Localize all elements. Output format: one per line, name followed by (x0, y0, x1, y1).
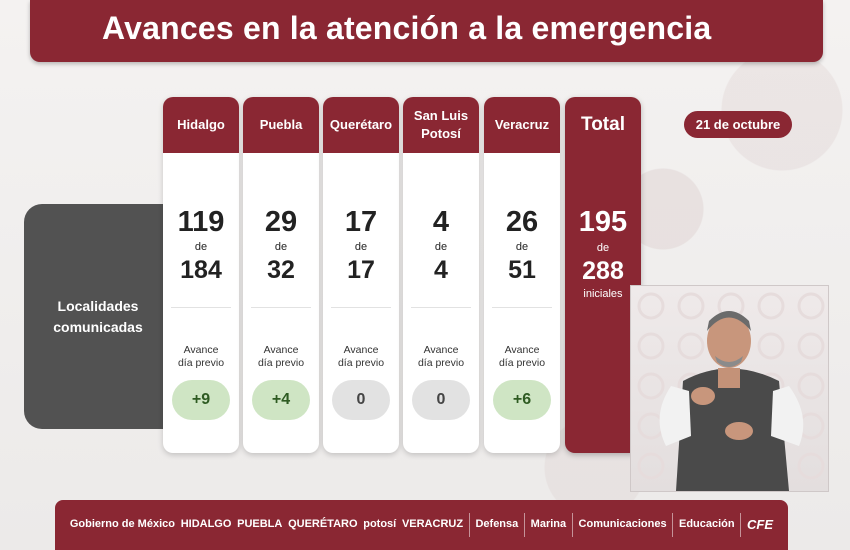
gobierno-mexico-logo: Gobierno de México (70, 519, 175, 531)
puebla-logo: PUEBLA (237, 519, 282, 531)
logo-text: VERACRUZ (401, 518, 464, 531)
change-badge: +4 (252, 380, 310, 421)
divider (740, 513, 742, 537)
change-badge: +6 (493, 380, 551, 421)
potosi-logo: potosí (363, 519, 396, 531)
divider (251, 307, 311, 308)
avance-label-line2: día previo (498, 357, 546, 370)
avance-label: Avance día previo (323, 344, 399, 370)
done-count: 29 (264, 206, 298, 238)
hidalgo-logo: HIDALGO (181, 519, 232, 531)
sign-language-interpreter-video (630, 285, 829, 492)
total-done-count: 195 (578, 206, 628, 238)
row-label: Localidades comunicadas (24, 204, 172, 429)
divider (468, 513, 470, 537)
logo-text: PUEBLA (237, 518, 283, 531)
educacion-logo: Educación (679, 519, 735, 531)
marina-logo: Marina (531, 519, 566, 531)
logo-text: HIDALGO (180, 518, 232, 531)
state-column-san-luis-potosi: San Luis Potosí 4 de 4 Avance día previo … (403, 97, 479, 453)
avance-label: Avance día previo (403, 344, 479, 370)
logo-text: QUERÉTARO (288, 518, 358, 531)
done-count: 4 (432, 206, 450, 238)
state-column-queretaro: Querétaro 17 de 17 Avance día previo 0 (323, 97, 399, 453)
state-name: Querétaro (323, 97, 399, 153)
logo-text: Marina (530, 518, 567, 531)
state-column-puebla: Puebla 29 de 32 Avance día previo +4 (243, 97, 319, 453)
avance-label-line1: Avance (504, 344, 540, 356)
avance-label: Avance día previo (484, 344, 560, 370)
logo-text: Defensa (475, 518, 519, 531)
page-title: Avances en la atención a la emergencia (102, 10, 712, 46)
total-total-count: 288 (582, 257, 624, 285)
de-label: de (596, 242, 610, 254)
change-badge: +9 (172, 380, 230, 421)
avance-label: Avance día previo (243, 344, 319, 370)
done-count: 119 (177, 206, 225, 238)
divider (171, 307, 231, 308)
divider (571, 513, 573, 537)
title-bar: Avances en la atención a la emergencia (30, 0, 823, 62)
total-count: 17 (347, 256, 375, 284)
date-badge: 21 de octubre (684, 111, 792, 138)
iniciales-label: iniciales (583, 288, 623, 300)
done-count: 17 (344, 206, 378, 238)
defensa-logo: Defensa (475, 519, 518, 531)
state-name: Puebla (243, 97, 319, 153)
logo-text: potosí (363, 518, 397, 531)
logo-text: Comunicaciones (578, 518, 667, 531)
state-column-hidalgo: Hidalgo 119 de 184 Avance día previo +9 (163, 97, 239, 453)
de-label: de (434, 241, 448, 253)
interpreter-figure-icon (631, 286, 828, 491)
avance-label-line2: día previo (257, 357, 305, 370)
state-name: San Luis Potosí (403, 97, 479, 153)
state-name: Veracruz (484, 97, 560, 153)
logo-text: Gobierno de México (69, 518, 175, 531)
avance-label: Avance día previo (163, 344, 239, 370)
de-label: de (515, 241, 529, 253)
total-count: 32 (267, 256, 295, 284)
divider (331, 307, 391, 308)
logo-text: CFE (747, 517, 774, 533)
avance-label-line1: Avance (263, 344, 299, 356)
total-label: Total (581, 114, 625, 135)
change-badge: 0 (412, 380, 470, 421)
total-count: 184 (180, 256, 222, 284)
state-column-veracruz: Veracruz 26 de 51 Avance día previo +6 (484, 97, 560, 453)
cfe-logo: CFE (747, 518, 773, 532)
total-column: Total 195 de 288 iniciales (565, 97, 641, 453)
change-badge: 0 (332, 380, 390, 421)
divider (492, 307, 552, 308)
avance-label-line2: día previo (177, 357, 225, 370)
logo-text: Educación (678, 518, 735, 531)
avance-label-line1: Avance (183, 344, 219, 356)
queretaro-logo: QUERÉTARO (288, 519, 357, 531)
veracruz-logo: VERACRUZ (402, 519, 463, 531)
divider (672, 513, 674, 537)
avance-label-line1: Avance (423, 344, 459, 356)
done-count: 26 (505, 206, 539, 238)
de-label: de (194, 241, 208, 253)
avance-label-line1: Avance (343, 344, 379, 356)
de-label: de (354, 241, 368, 253)
avance-label-line2: día previo (417, 357, 465, 370)
total-count: 51 (508, 256, 536, 284)
total-count: 4 (434, 256, 448, 284)
footer-logos-bar: Gobierno de México HIDALGO PUEBLA QUERÉT… (55, 500, 788, 550)
divider (523, 513, 525, 537)
state-name: Hidalgo (163, 97, 239, 153)
comunicaciones-logo: Comunicaciones (579, 519, 667, 531)
de-label: de (274, 241, 288, 253)
divider (411, 307, 471, 308)
avance-label-line2: día previo (337, 357, 385, 370)
